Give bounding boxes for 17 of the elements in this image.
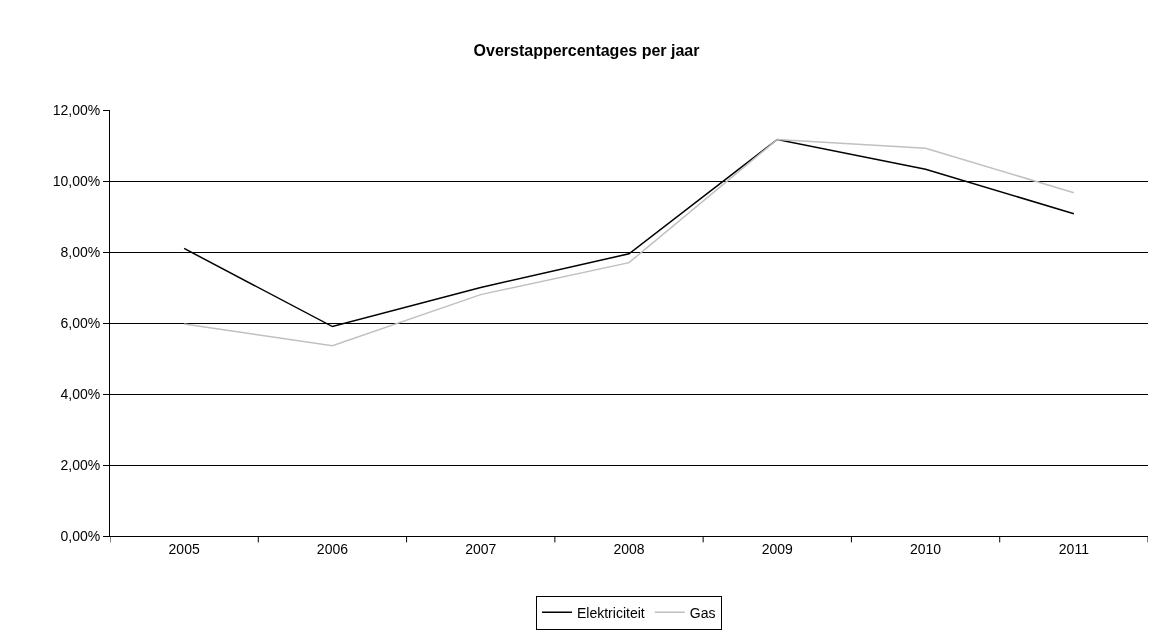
- x-tick-label: 2009: [761, 540, 794, 557]
- x-tick-label: 2008: [613, 540, 645, 557]
- y-tick-label: 8,00%: [60, 243, 101, 260]
- x-tick-label: 2010: [909, 540, 942, 557]
- x-tick-label: 2007: [465, 540, 497, 557]
- x-tick-label: 2005: [168, 540, 200, 557]
- y-tick-label: 4,00%: [60, 385, 101, 402]
- legend-label: Elektriciteit: [577, 604, 645, 621]
- legend-label: Gas: [689, 604, 716, 621]
- x-tick-label: 2011: [1058, 540, 1090, 557]
- y-tick-label: 12,00%: [52, 101, 101, 118]
- y-tick-label: 6,00%: [60, 314, 101, 331]
- x-tick-label: 2006: [316, 540, 349, 557]
- y-tick-label: 2,00%: [60, 456, 101, 473]
- y-tick-label: 0,00%: [60, 527, 101, 544]
- chart-title: Overstappercentages per jaar: [473, 42, 700, 60]
- y-tick-label: 10,00%: [52, 172, 101, 189]
